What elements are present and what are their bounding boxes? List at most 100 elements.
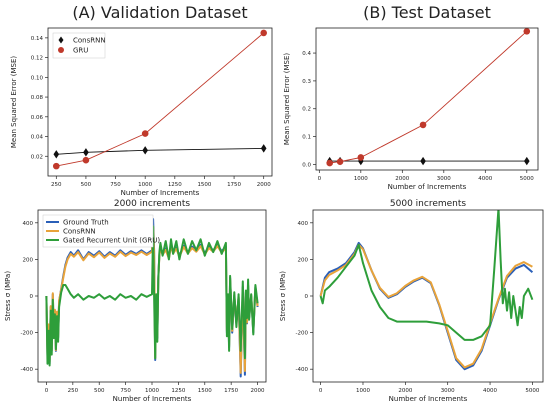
legend-label-gated-recurrent-unit-gru: Gated Recurrent Unit (GRU) bbox=[63, 236, 160, 244]
y-tick-label: 0.10 bbox=[31, 75, 44, 81]
y-tick-label: 0.12 bbox=[31, 56, 43, 62]
chart-title: 2000 increments bbox=[114, 199, 190, 209]
legend-box bbox=[52, 32, 106, 59]
data-point-gru bbox=[52, 162, 60, 170]
x-tick-label: 5000 bbox=[525, 388, 539, 394]
x-tick-label: 0 bbox=[318, 176, 322, 182]
y-tick-label: 0.2 bbox=[302, 107, 311, 113]
y-tick-label: 0.14 bbox=[31, 36, 44, 42]
legend-label-gru: GRU bbox=[73, 46, 88, 54]
x-tick-label: 3000 bbox=[441, 388, 455, 394]
x-tick-label: 0 bbox=[319, 388, 323, 394]
y-tick-label: -400 bbox=[21, 367, 34, 373]
x-tick-label: 5000 bbox=[520, 176, 534, 182]
legend-label-consrnn: ConsRNN bbox=[63, 227, 96, 235]
x-tick-label: 4000 bbox=[483, 388, 497, 394]
x-tick-label: 2000 bbox=[251, 388, 265, 394]
data-point-gru bbox=[82, 156, 90, 164]
x-tick-label: 4000 bbox=[478, 176, 492, 182]
chart-title: (B) Test Dataset bbox=[363, 3, 491, 22]
data-point-consrnn bbox=[53, 150, 60, 159]
x-tick-label: 2000 bbox=[395, 176, 409, 182]
y-tick-label: 0.08 bbox=[31, 95, 44, 101]
legend-label-ground-truth: Ground Truth bbox=[63, 218, 109, 226]
series-line-gated-recurrent-unit-gru bbox=[45, 225, 259, 367]
chart-panel-3: 2000 increments 0 250 500 750 1000 1250 1500 175… bbox=[4, 199, 267, 403]
y-tick-label: -200 bbox=[296, 331, 309, 337]
y-tick-label: 200 bbox=[298, 257, 309, 263]
y-tick-label: 0 bbox=[305, 294, 309, 300]
x-tick-label: 1000 bbox=[354, 176, 368, 182]
y-tick-label: 0.3 bbox=[302, 79, 311, 85]
data-point-gru bbox=[336, 158, 344, 165]
series-line-consrnn bbox=[56, 147, 264, 155]
x-tick-label: 250 bbox=[51, 182, 62, 188]
data-point-consrnn bbox=[260, 144, 267, 153]
data-point-gru bbox=[141, 130, 149, 137]
y-tick-label: 0.0 bbox=[302, 162, 311, 168]
series-line-gated-recurrent-unit-gru bbox=[319, 210, 534, 341]
data-point-consrnn bbox=[523, 156, 530, 166]
y-tick-label: 0.02 bbox=[31, 154, 43, 160]
legend-marker bbox=[58, 36, 64, 44]
y-tick-label: 0.1 bbox=[302, 135, 311, 141]
y-tick-label: 0 bbox=[30, 294, 34, 300]
data-point-gru bbox=[523, 28, 531, 35]
y-axis-label: Stress σ (MPa) bbox=[279, 271, 287, 321]
x-axis-label: Number of Increments bbox=[113, 395, 192, 403]
y-axis-label: Stress σ (MPa) bbox=[4, 271, 12, 321]
legend: ConsRNN GRU bbox=[52, 32, 106, 59]
x-tick-label: 750 bbox=[110, 182, 121, 188]
series-line-gru bbox=[329, 30, 528, 164]
y-tick-label: 0.04 bbox=[31, 135, 44, 141]
y-tick-label: -400 bbox=[296, 367, 309, 373]
y-tick-label: 0.4 bbox=[302, 51, 311, 57]
x-tick-label: 1750 bbox=[227, 182, 241, 188]
x-tick-label: 250 bbox=[68, 388, 79, 394]
data-point-consrnn bbox=[420, 156, 426, 166]
chart-panel-1: (A) Validation Dataset 250 500 750 1000 1250 1… bbox=[10, 3, 273, 197]
x-tick-label: 1500 bbox=[197, 182, 211, 188]
legend-label-consrnn: ConsRNN bbox=[73, 36, 106, 44]
data-point-consrnn bbox=[83, 148, 89, 157]
x-tick-label: 1000 bbox=[138, 182, 152, 188]
data-point-gru bbox=[419, 121, 427, 129]
x-axis-label: Number of Increments bbox=[389, 395, 468, 403]
x-tick-label: 1750 bbox=[224, 388, 238, 394]
plot-frame bbox=[47, 27, 273, 177]
x-tick-label: 0 bbox=[45, 388, 49, 394]
series-line-consrnn bbox=[319, 243, 533, 369]
legend-marker bbox=[58, 47, 64, 53]
x-tick-label: 2000 bbox=[257, 182, 271, 188]
data-point-gru bbox=[260, 29, 268, 37]
data-point-gru bbox=[326, 159, 333, 167]
x-tick-label: 1500 bbox=[198, 388, 212, 394]
x-tick-label: 500 bbox=[81, 182, 92, 188]
chart-title: (A) Validation Dataset bbox=[72, 3, 247, 22]
data-point-gru bbox=[357, 154, 365, 161]
legend-box bbox=[42, 214, 154, 248]
y-tick-label: 400 bbox=[23, 221, 34, 227]
x-axis-label: Number of Increments bbox=[388, 183, 467, 191]
x-axis-label: Number of Increments bbox=[121, 189, 200, 197]
y-axis-label: Mean Squared Error (MSE) bbox=[10, 56, 18, 149]
chart-title: 5000 increments bbox=[390, 199, 466, 209]
y-tick-label: -200 bbox=[21, 331, 34, 337]
x-tick-label: 2000 bbox=[398, 388, 412, 394]
x-tick-label: 1000 bbox=[145, 388, 159, 394]
chart-panel-2: (B) Test Dataset 0 1000 2000 3000 4000 5000 0.0… bbox=[283, 3, 539, 191]
y-tick-label: 0.06 bbox=[31, 115, 44, 121]
x-tick-label: 1250 bbox=[168, 182, 182, 188]
y-tick-label: 400 bbox=[298, 221, 309, 227]
data-point-consrnn bbox=[142, 146, 148, 155]
x-tick-label: 500 bbox=[94, 388, 105, 394]
x-tick-label: 750 bbox=[120, 388, 131, 394]
y-tick-label: 200 bbox=[23, 257, 34, 263]
series-line-gru bbox=[56, 32, 264, 167]
plot-frame bbox=[315, 27, 539, 171]
y-axis-label: Mean Squared Error (MSE) bbox=[283, 53, 291, 146]
x-tick-label: 1250 bbox=[171, 388, 185, 394]
